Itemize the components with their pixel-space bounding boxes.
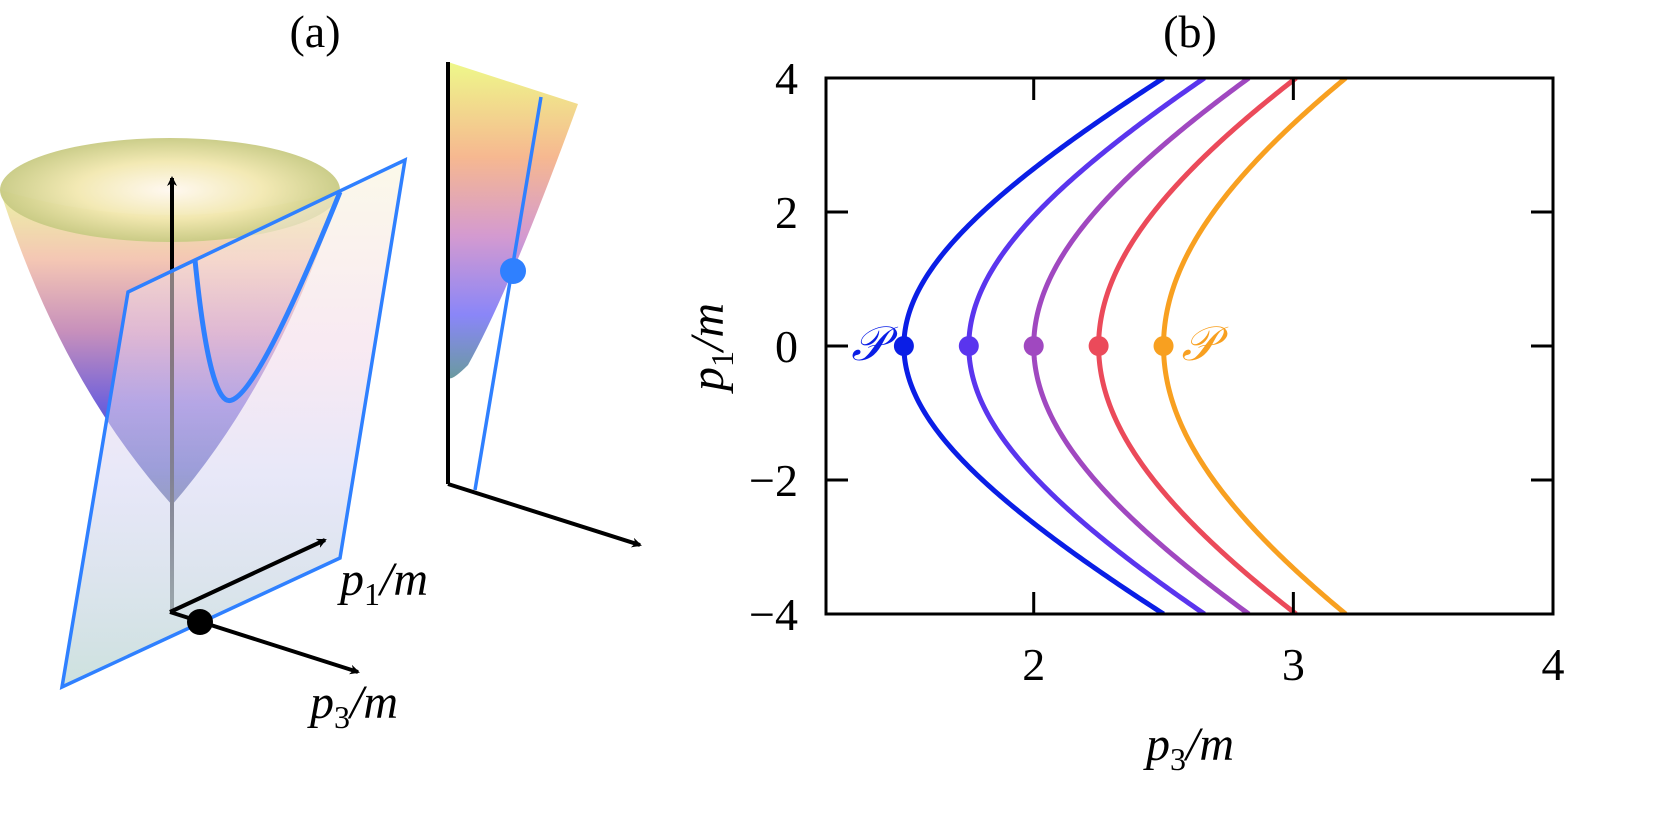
inset-horizontal-axis: [447, 482, 642, 548]
y-tick-label-1: −2: [749, 455, 798, 506]
x-tick-label-1: 3: [1282, 639, 1305, 690]
panel-a: (a) p1/m p3/m: [0, 6, 642, 735]
inset-slice-surface: [448, 62, 578, 379]
p1-axis-label: p1/m: [337, 553, 428, 612]
intersection-curve: [192, 191, 343, 404]
p3-axis-label: p3/m: [307, 676, 398, 735]
origin-point: [187, 609, 213, 635]
y-tick-label-0: −4: [749, 589, 798, 640]
panel-a-label: (a): [289, 6, 340, 57]
vertex-point-3: [1088, 336, 1109, 356]
vertex-point-1: [958, 336, 979, 356]
vertex-point-4: [1153, 336, 1174, 356]
annotation-P-1: 𝒫: [1182, 316, 1229, 372]
p1-axis: [169, 538, 327, 614]
series-curve-2: [1031, 78, 1251, 614]
x-tick-label-0: 2: [1022, 639, 1045, 690]
inset-point: [500, 258, 526, 284]
x-axis-label: p3/m: [1143, 718, 1234, 777]
annotation-P-0: 𝒫: [851, 316, 898, 372]
y-tick-label-3: 2: [775, 187, 798, 238]
y-axis-label: p1/m: [681, 303, 740, 394]
y-tick-label-2: 0: [775, 321, 798, 372]
vertex-point-0: [893, 336, 914, 356]
x-tick-label-2: 4: [1542, 639, 1565, 690]
panel-b-label: (b): [1163, 6, 1217, 57]
slicing-plane: [59, 156, 408, 690]
chart-b: 𝒫 𝒫 2 3 4 −4 −2 0 2 4: [749, 53, 1564, 690]
y-tick-label-4: 4: [775, 53, 798, 104]
vertex-point-2: [1023, 336, 1044, 356]
panel-b: (b) 𝒫 𝒫 2 3 4 −4 −2 0 2 4 p1/m p3/m: [681, 6, 1565, 777]
inset-plane-line: [473, 96, 543, 491]
